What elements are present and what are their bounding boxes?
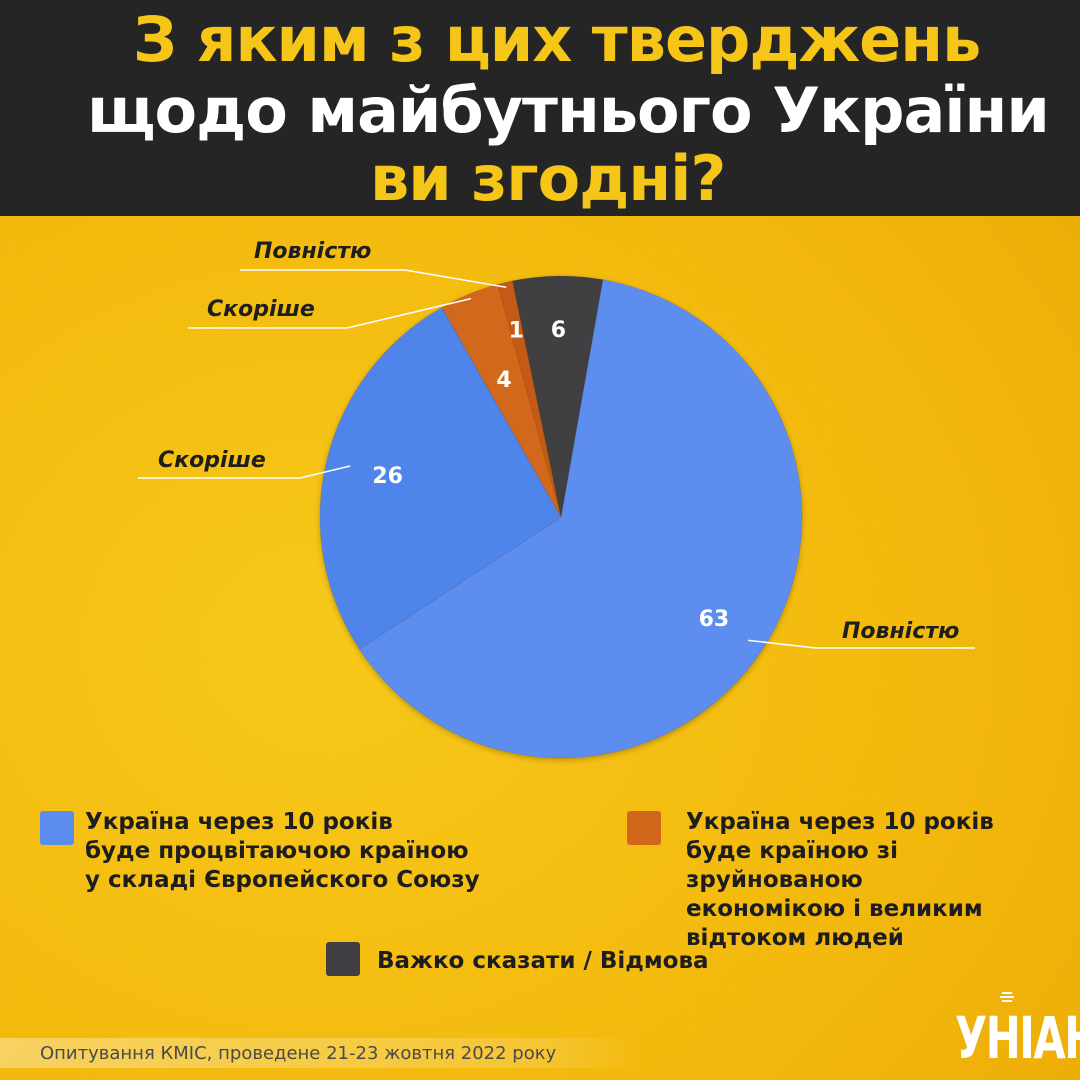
legend-text-ruined: Україна через 10 років буде країною зі з… bbox=[686, 809, 994, 951]
callout-label-3: Повністю bbox=[254, 239, 371, 264]
legend-swatch-eu bbox=[40, 811, 74, 845]
footer-band bbox=[0, 1038, 640, 1068]
callout-line-3 bbox=[240, 269, 507, 288]
title-line-3: ви згодні? bbox=[370, 142, 726, 215]
pie-slice-1 bbox=[319, 306, 562, 650]
logo-mark-icon bbox=[1000, 992, 1014, 1002]
legend-text-eu: Україна через 10 років буде процвітаючою… bbox=[85, 809, 480, 893]
pie-slice-0 bbox=[358, 279, 803, 759]
legend-swatch-hard-to-say bbox=[326, 942, 360, 976]
legend-swatch-ruined bbox=[627, 811, 661, 845]
pie-value-label-0: 63 bbox=[699, 607, 730, 632]
title-line-2: щодо майбутнього України bbox=[87, 74, 1050, 147]
unian-logo: УНІАН bbox=[955, 1004, 1080, 1072]
pie-value-label-3: 1 bbox=[509, 318, 524, 343]
callout-line-0 bbox=[748, 639, 975, 649]
title-header: З яким з цих тверджень щодо майбутнього … bbox=[0, 0, 1080, 216]
pie-slice-4 bbox=[511, 275, 604, 518]
callout-label-2: Скоріше bbox=[207, 297, 315, 322]
pie-value-label-1: 26 bbox=[372, 464, 403, 489]
pie-value-label-2: 4 bbox=[496, 368, 511, 393]
title-line-1: З яким з цих тверджень bbox=[133, 3, 981, 76]
pie-value-label-4: 6 bbox=[551, 318, 566, 343]
legend-text-hard-to-say: Важко сказати / Відмова bbox=[377, 948, 709, 974]
callout-line-1 bbox=[138, 465, 351, 479]
callout-line-2 bbox=[188, 297, 472, 329]
callout-label-1: Скоріше bbox=[158, 448, 266, 473]
source-note: Опитування КМІС, проведене 21-23 жовтня … bbox=[40, 1043, 557, 1064]
callout-label-0: Повністю bbox=[842, 619, 959, 644]
